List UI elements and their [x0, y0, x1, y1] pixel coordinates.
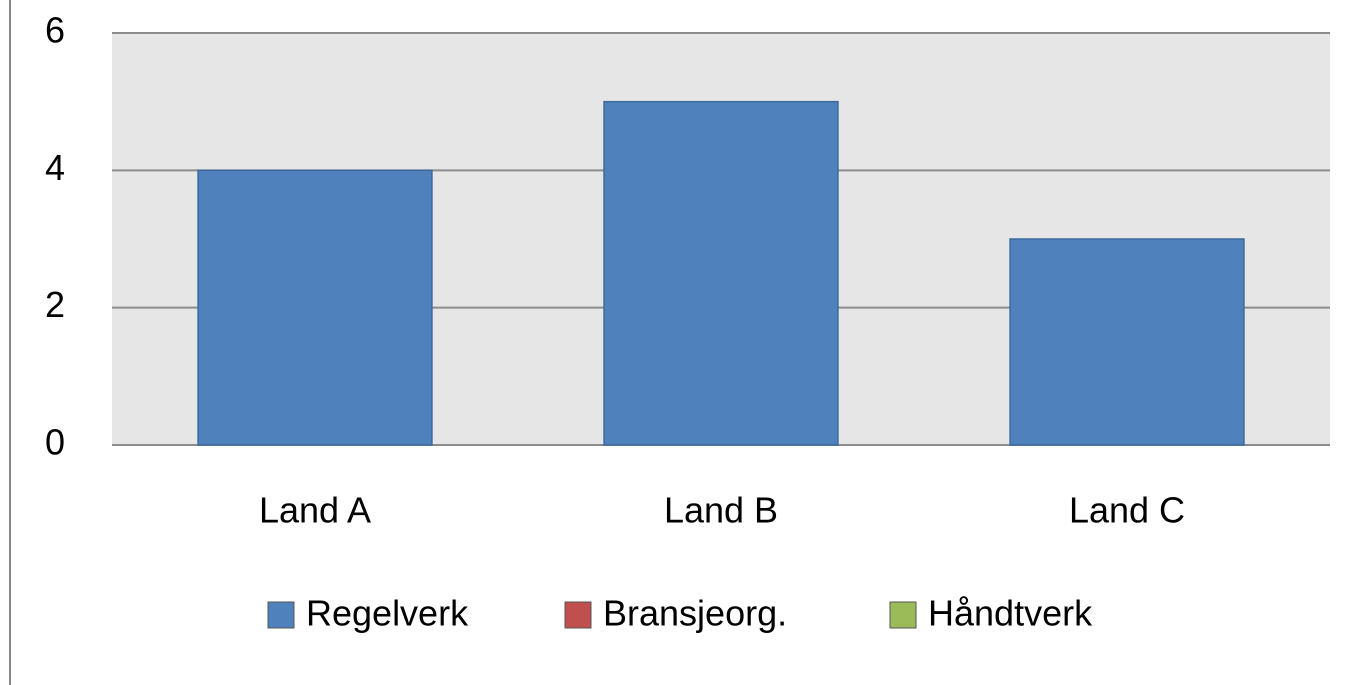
- legend-label: Bransjeorg.: [603, 593, 787, 634]
- y-tick-label: 2: [45, 284, 65, 325]
- bar: [197, 169, 433, 446]
- x-tick-label: Land C: [1069, 490, 1185, 531]
- bar: [603, 100, 839, 446]
- legend-label: Håndtverk: [928, 593, 1093, 634]
- legend-swatch: [564, 601, 592, 629]
- legend-label: Regelverk: [306, 593, 469, 634]
- x-tick-label: Land B: [664, 490, 778, 531]
- legend-swatch: [889, 601, 917, 629]
- y-tick-label: 4: [45, 147, 65, 188]
- y-tick-label: 6: [45, 10, 65, 51]
- x-tick-label: Land A: [259, 490, 371, 531]
- legend-swatch: [267, 601, 295, 629]
- y-tick-label: 0: [45, 422, 65, 463]
- bar: [1009, 238, 1245, 446]
